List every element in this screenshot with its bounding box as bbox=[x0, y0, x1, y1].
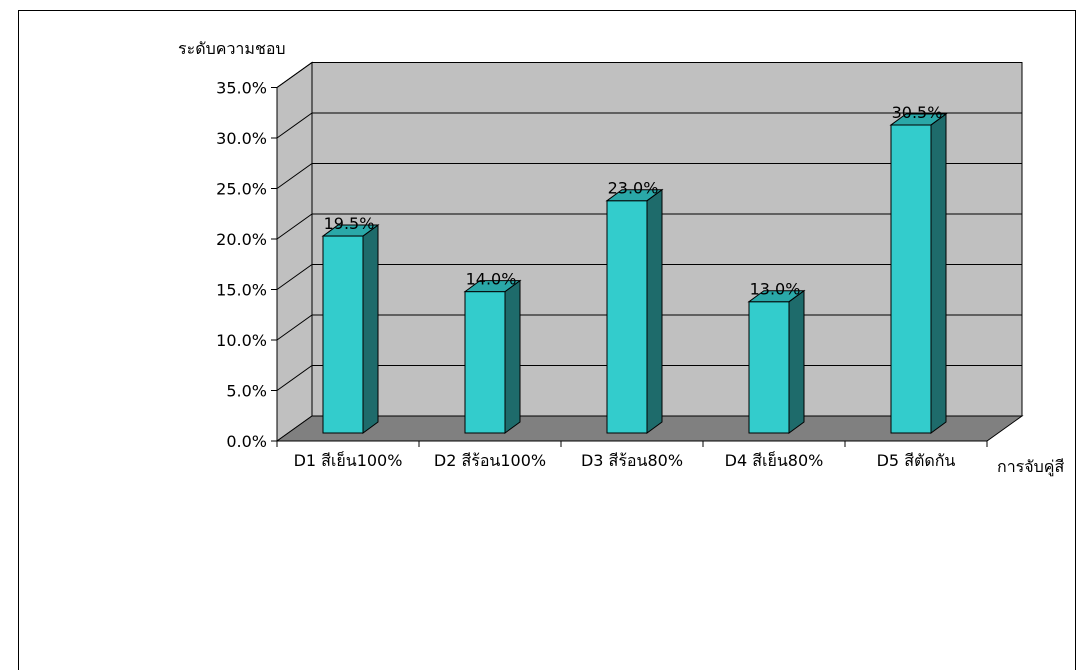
bars bbox=[321, 112, 948, 434]
bar-front bbox=[464, 291, 506, 434]
bar-top bbox=[321, 224, 380, 237]
bar-side bbox=[362, 224, 379, 434]
x-tick-label: D3 สีร้อน80% bbox=[581, 451, 683, 470]
bar bbox=[889, 112, 948, 434]
bar-front bbox=[890, 124, 932, 434]
y-tick-label: 15.0% bbox=[216, 281, 267, 300]
bar bbox=[605, 188, 664, 434]
bar-front bbox=[748, 301, 790, 434]
x-tick-label: D2 สีร้อน100% bbox=[434, 451, 546, 470]
bar-side bbox=[930, 112, 947, 434]
gridline bbox=[276, 112, 1022, 139]
x-tick-label: D5 สีตัดกัน bbox=[877, 451, 956, 470]
data-label: 13.0% bbox=[750, 280, 801, 299]
gridline bbox=[276, 62, 1022, 88]
gridline bbox=[276, 163, 1022, 189]
bar bbox=[321, 224, 380, 434]
axes bbox=[276, 87, 988, 447]
bar bbox=[747, 289, 806, 434]
x-axis-title: การจับคู่สี bbox=[997, 457, 1065, 477]
bar-top bbox=[463, 280, 522, 293]
data-label: 23.0% bbox=[608, 179, 659, 198]
data-label: 14.0% bbox=[466, 270, 517, 289]
bar-side bbox=[646, 188, 663, 434]
y-tick-label: 0.0% bbox=[226, 432, 267, 451]
labels: 0.0% 5.0% 10.0% 15.0% 20.0% 25.0% 30.0% 35.0% 19… bbox=[216, 79, 955, 471]
bar-top bbox=[605, 189, 664, 202]
gridline bbox=[276, 264, 1022, 290]
y-tick-label: 25.0% bbox=[216, 180, 267, 199]
bar bbox=[463, 279, 522, 434]
gridline bbox=[276, 213, 1022, 240]
bar-top bbox=[747, 290, 806, 303]
y-tick-label: 10.0% bbox=[216, 331, 267, 350]
bar-side bbox=[788, 289, 805, 434]
y-tick-label: 35.0% bbox=[216, 79, 267, 98]
bar-top bbox=[889, 113, 948, 126]
x-tick-label: D1 สีเย็น100% bbox=[294, 450, 403, 470]
y-tick-label: 5.0% bbox=[226, 382, 267, 401]
y-tick-label: 30.0% bbox=[216, 129, 267, 148]
y-tick-label: 20.0% bbox=[216, 230, 267, 249]
bar-front bbox=[322, 235, 364, 434]
side-wall bbox=[276, 61, 313, 442]
data-label: 19.5% bbox=[324, 214, 375, 233]
bar-side bbox=[504, 279, 521, 434]
data-label: 30.5% bbox=[892, 103, 943, 122]
x-tick-label: D4 สีเย็น80% bbox=[725, 450, 824, 470]
bar-front bbox=[606, 200, 648, 434]
y-axis-title: ระดับความชอบ bbox=[178, 39, 286, 58]
